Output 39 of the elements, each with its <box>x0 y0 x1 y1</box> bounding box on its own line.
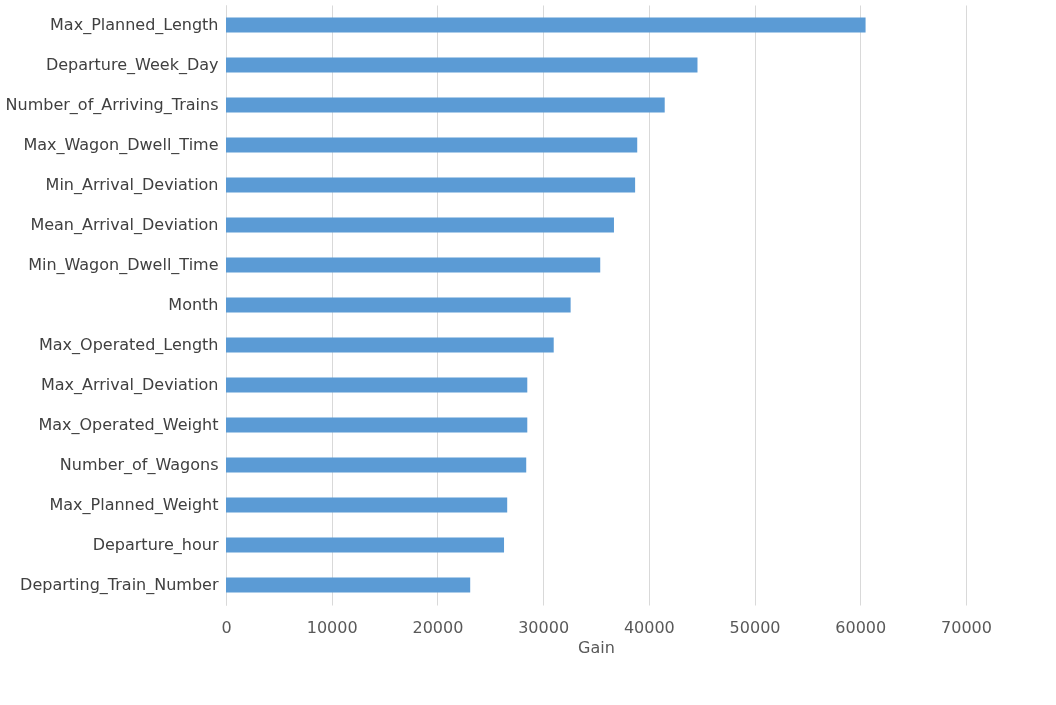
bar <box>226 537 505 553</box>
bar <box>226 337 554 353</box>
y-tick-label: Departing_Train_Number <box>20 575 219 595</box>
y-tick-label: Min_Wagon_Dwell_Time <box>28 255 219 275</box>
y-tick-label: Max_Arrival_Deviation <box>40 375 219 395</box>
bar <box>226 17 866 33</box>
bar <box>226 377 528 393</box>
bar <box>226 137 638 153</box>
y-tick-label: Mean_Arrival_Deviation <box>30 215 219 235</box>
x-tick-label: 20000 <box>412 617 464 637</box>
bar <box>226 257 601 273</box>
y-tick-label: Max_Planned_Length <box>50 15 219 35</box>
y-tick-label: Number_of_Wagons <box>59 455 219 475</box>
y-tick-label: Departure_Week_Day <box>45 55 219 75</box>
bar <box>226 497 508 513</box>
x-tick-label: 30000 <box>518 617 570 637</box>
x-tick-label: 10000 <box>306 617 358 637</box>
x-tick-label: 70000 <box>941 617 992 637</box>
bar <box>226 97 665 113</box>
y-tick-label: Max_Operated_Length <box>38 335 219 355</box>
bar <box>226 57 698 73</box>
bar <box>226 217 614 233</box>
y-tick-label: Month <box>168 295 219 314</box>
x-tick-label: 40000 <box>623 617 675 637</box>
bar <box>226 417 528 433</box>
y-tick-label: Max_Wagon_Dwell_Time <box>23 135 219 155</box>
y-tick-label: Number_of_Arriving_Trains <box>5 95 219 115</box>
bar <box>226 457 527 473</box>
bar <box>226 297 571 313</box>
bar <box>226 177 636 193</box>
y-tick-label: Max_Planned_Weight <box>49 495 219 515</box>
x-tick-label: 50000 <box>729 617 781 637</box>
x-tick-label: 60000 <box>835 617 887 637</box>
x-axis-title: Gain <box>578 637 615 657</box>
x-tick-label: 0 <box>221 617 232 637</box>
y-tick-label: Min_Arrival_Deviation <box>45 175 219 195</box>
y-tick-label: Max_Operated_Weight <box>38 415 219 435</box>
y-tick-label: Departure_hour <box>92 535 219 555</box>
bar <box>226 577 471 593</box>
